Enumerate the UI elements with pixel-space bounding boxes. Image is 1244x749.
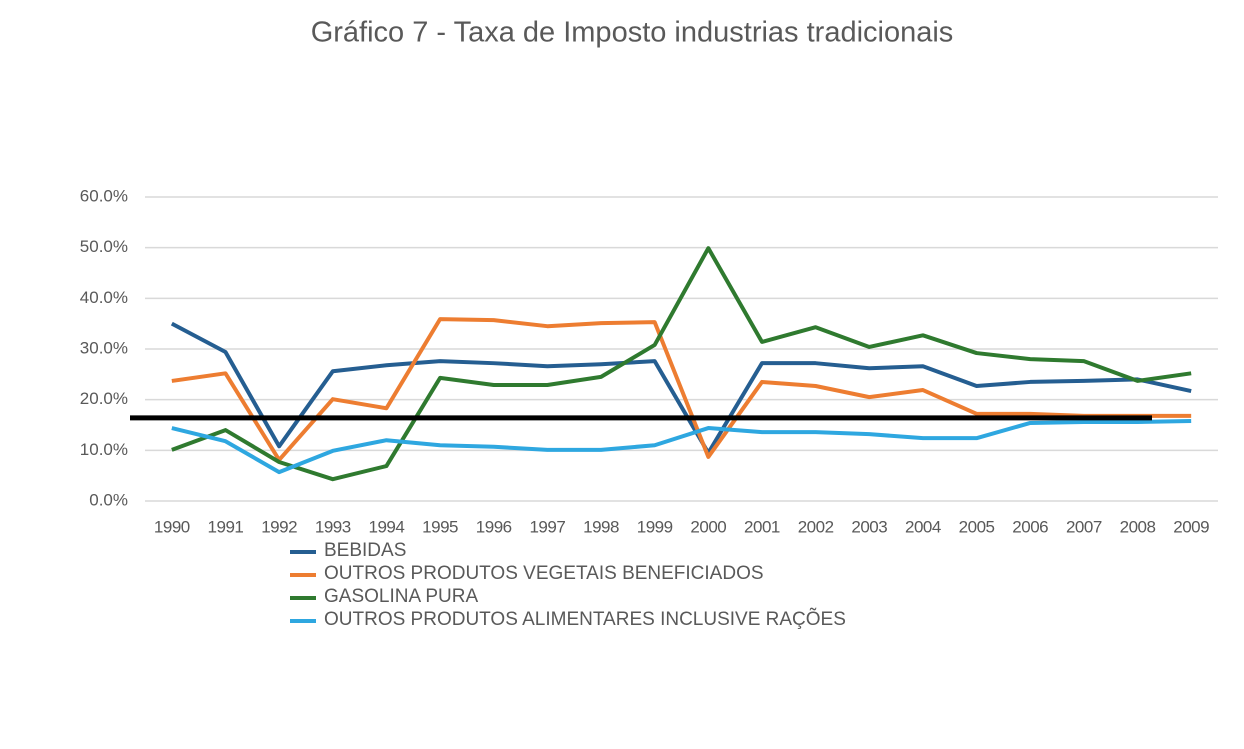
x-tick-label: 2002 [798, 517, 834, 536]
legend-item: OUTROS PRODUTOS ALIMENTARES INCLUSIVE RA… [290, 609, 890, 631]
x-tick-label: 1992 [261, 517, 297, 536]
legend-item: GASOLINA PURA [290, 586, 890, 608]
legend-label: OUTROS PRODUTOS VEGETAIS BENEFICIADOS [324, 563, 764, 584]
x-tick-label: 2001 [744, 517, 780, 536]
x-tick-label: 1996 [476, 517, 512, 536]
y-tick-label: 0.0% [89, 490, 128, 509]
x-tick-label: 1997 [529, 517, 565, 536]
legend-swatch [290, 573, 316, 577]
legend-item: BEBIDAS [290, 540, 890, 562]
y-tick-label: 10.0% [80, 440, 128, 459]
x-tick-label: 1999 [637, 517, 673, 536]
x-tick-label: 2005 [959, 517, 995, 536]
x-tick-label: 1993 [315, 517, 351, 536]
series-line [171, 317, 1192, 462]
y-tick-label: 30.0% [80, 338, 128, 357]
x-tick-label: 1994 [369, 517, 405, 536]
legend-swatch [290, 619, 316, 623]
legend-item: OUTROS PRODUTOS VEGETAIS BENEFICIADOS [290, 563, 890, 585]
y-tick-label: 40.0% [80, 288, 128, 307]
x-tick-label: 1995 [422, 517, 458, 536]
series-line [171, 418, 1192, 475]
legend-label: OUTROS PRODUTOS ALIMENTARES INCLUSIVE RA… [324, 609, 846, 630]
legend-swatch [290, 596, 316, 600]
legend-label: GASOLINA PURA [324, 586, 479, 607]
chart-title: Gráfico 7 - Taxa de Imposto industrias t… [311, 17, 954, 49]
y-tick-label: 60.0% [80, 186, 128, 205]
x-tick-label: 1990 [154, 517, 190, 536]
x-tick-label: 2007 [1066, 517, 1102, 536]
legend-label: BEBIDAS [324, 540, 407, 561]
x-tick-label: 2000 [690, 517, 726, 536]
series-line [171, 246, 1192, 482]
x-tick-label: 2004 [905, 517, 941, 536]
x-tick-label: 2009 [1173, 517, 1209, 536]
x-tick-label: 2008 [1120, 517, 1156, 536]
series-line [170, 321, 1192, 455]
legend-swatch [290, 550, 316, 554]
y-tick-label: 20.0% [80, 389, 128, 408]
legend: BEBIDAS OUTROS PRODUTOS VEGETAIS BENEFICI… [290, 540, 890, 632]
y-tick-label: 50.0% [80, 237, 128, 256]
x-tick-label: 1998 [583, 517, 619, 536]
x-tick-label: 1991 [208, 517, 244, 536]
x-tick-label: 2003 [851, 517, 887, 536]
x-tick-label: 2006 [1012, 517, 1048, 536]
